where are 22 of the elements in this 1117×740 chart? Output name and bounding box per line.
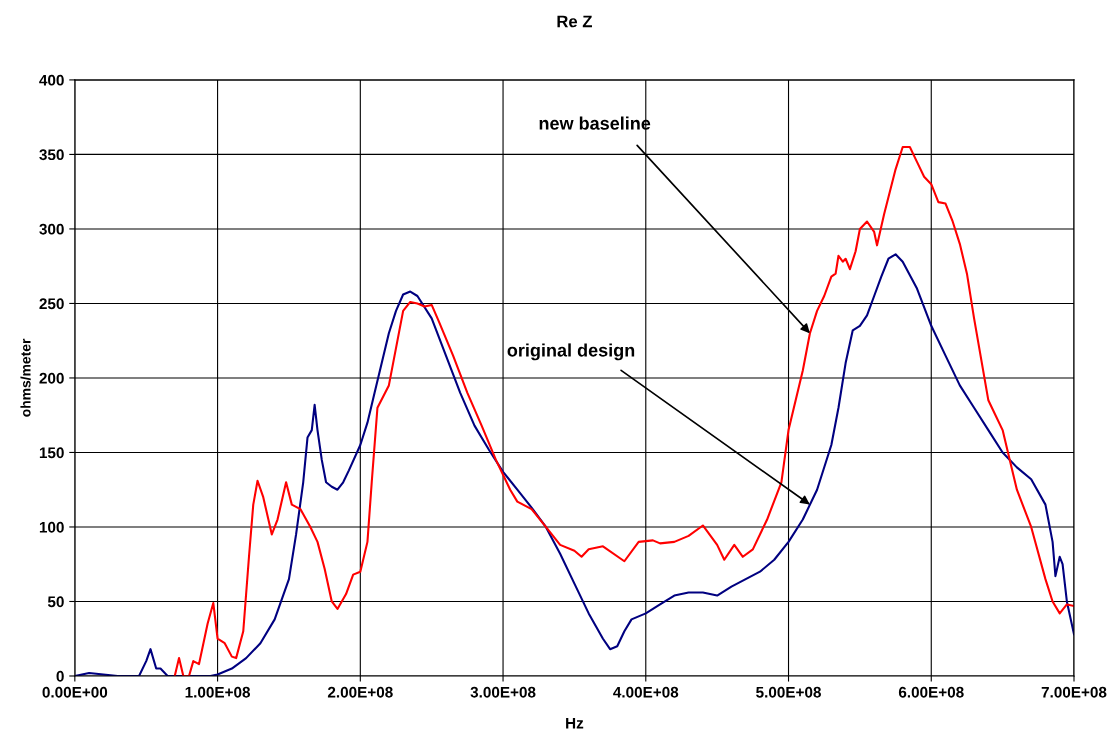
y-tick-label: 300 bbox=[39, 223, 64, 235]
x-tick-label: 4.00E+08 bbox=[613, 686, 679, 698]
y-tick-label: 200 bbox=[39, 372, 64, 384]
y-tick-label: 0 bbox=[56, 670, 64, 682]
y-tick-label: 150 bbox=[39, 447, 64, 459]
chart-title: Re Z bbox=[557, 15, 592, 28]
x-tick-label: 5.00E+08 bbox=[756, 686, 821, 698]
y-tick-label: 400 bbox=[39, 74, 64, 86]
line-series bbox=[173, 145, 1074, 676]
x-axis-title: Hz bbox=[566, 717, 584, 729]
y-axis-title: ohms/meter bbox=[20, 338, 31, 417]
x-tick-label: 2.00E+08 bbox=[327, 686, 393, 698]
x-tick-label: 0.00E+00 bbox=[42, 686, 108, 698]
y-tick-label: 100 bbox=[39, 521, 64, 533]
y-tick-label: 350 bbox=[39, 149, 64, 161]
x-tick-label: 1.00E+08 bbox=[185, 686, 251, 698]
x-tick-label: 3.00E+08 bbox=[470, 686, 536, 698]
y-tick-label: 250 bbox=[39, 298, 64, 310]
x-tick-label: 7.00E+08 bbox=[1041, 686, 1107, 698]
y-tick-label: 50 bbox=[47, 596, 64, 608]
annotation: original design bbox=[507, 343, 635, 361]
x-tick-label: 6.00E+08 bbox=[898, 686, 964, 698]
